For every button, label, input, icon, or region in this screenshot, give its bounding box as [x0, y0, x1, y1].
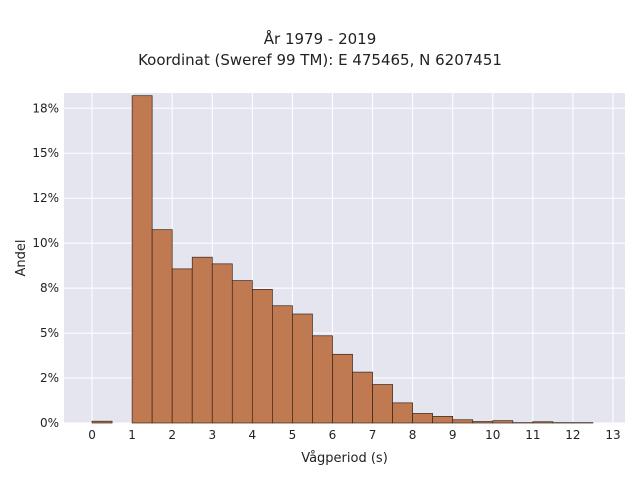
chart-title: År 1979 - 2019 [263, 30, 377, 48]
histogram-bar [131, 95, 153, 424]
x-tick-label: 13 [605, 428, 620, 442]
x-tick-label: 4 [249, 428, 257, 442]
y-tick-label: 18% [32, 101, 59, 115]
histogram-bar [231, 280, 253, 424]
y-axis-ticks: 0% 2% 5% 8% 10% 12% 15% 18% [32, 101, 59, 430]
y-axis-label: Andel [14, 240, 29, 277]
histogram-bar [292, 313, 313, 424]
x-tick-label: 3 [208, 428, 216, 442]
histogram-bar [532, 421, 554, 424]
x-axis-ticks: 0 1 2 3 4 5 6 7 8 9 10 11 12 13 [88, 428, 620, 442]
y-tick-label: 10% [32, 236, 59, 250]
x-tick-label: 9 [449, 428, 457, 442]
y-tick-label: 5% [40, 326, 59, 340]
histogram-bar [352, 371, 373, 424]
bars [91, 95, 594, 424]
y-tick-label: 15% [32, 146, 59, 160]
x-tick-label: 8 [409, 428, 417, 442]
histogram-bar [392, 402, 413, 424]
x-tick-label: 7 [369, 428, 377, 442]
histogram-bar [171, 268, 193, 424]
histogram-bar [312, 335, 333, 424]
histogram-bar [492, 420, 514, 424]
histogram-bar [332, 353, 353, 424]
y-tick-label: 8% [40, 281, 59, 295]
chart-subtitle: Koordinat (Sweref 99 TM): E 475465, N 62… [138, 51, 502, 69]
histogram-bar [251, 289, 273, 424]
x-tick-label: 1 [128, 428, 136, 442]
histogram-bar [452, 419, 474, 424]
x-tick-label: 5 [289, 428, 297, 442]
histogram-bar [412, 413, 434, 424]
histogram-bar [91, 420, 113, 424]
x-tick-label: 10 [485, 428, 500, 442]
y-tick-label: 12% [32, 191, 59, 205]
histogram-bar [151, 229, 173, 424]
x-tick-label: 0 [88, 428, 96, 442]
x-tick-label: 12 [565, 428, 580, 442]
x-tick-label: 6 [329, 428, 337, 442]
histogram-bar [472, 421, 494, 424]
y-tick-label: 0% [40, 416, 59, 430]
histogram-bar [372, 384, 393, 424]
x-tick-label: 2 [168, 428, 176, 442]
histogram-bar [432, 415, 454, 424]
histogram-bar [272, 305, 293, 424]
histogram-bar [191, 256, 213, 424]
x-axis-label: Vågperiod (s) [301, 451, 388, 466]
y-tick-label: 2% [40, 371, 59, 385]
x-tick-label: 11 [525, 428, 540, 442]
histogram-bar [211, 263, 233, 424]
